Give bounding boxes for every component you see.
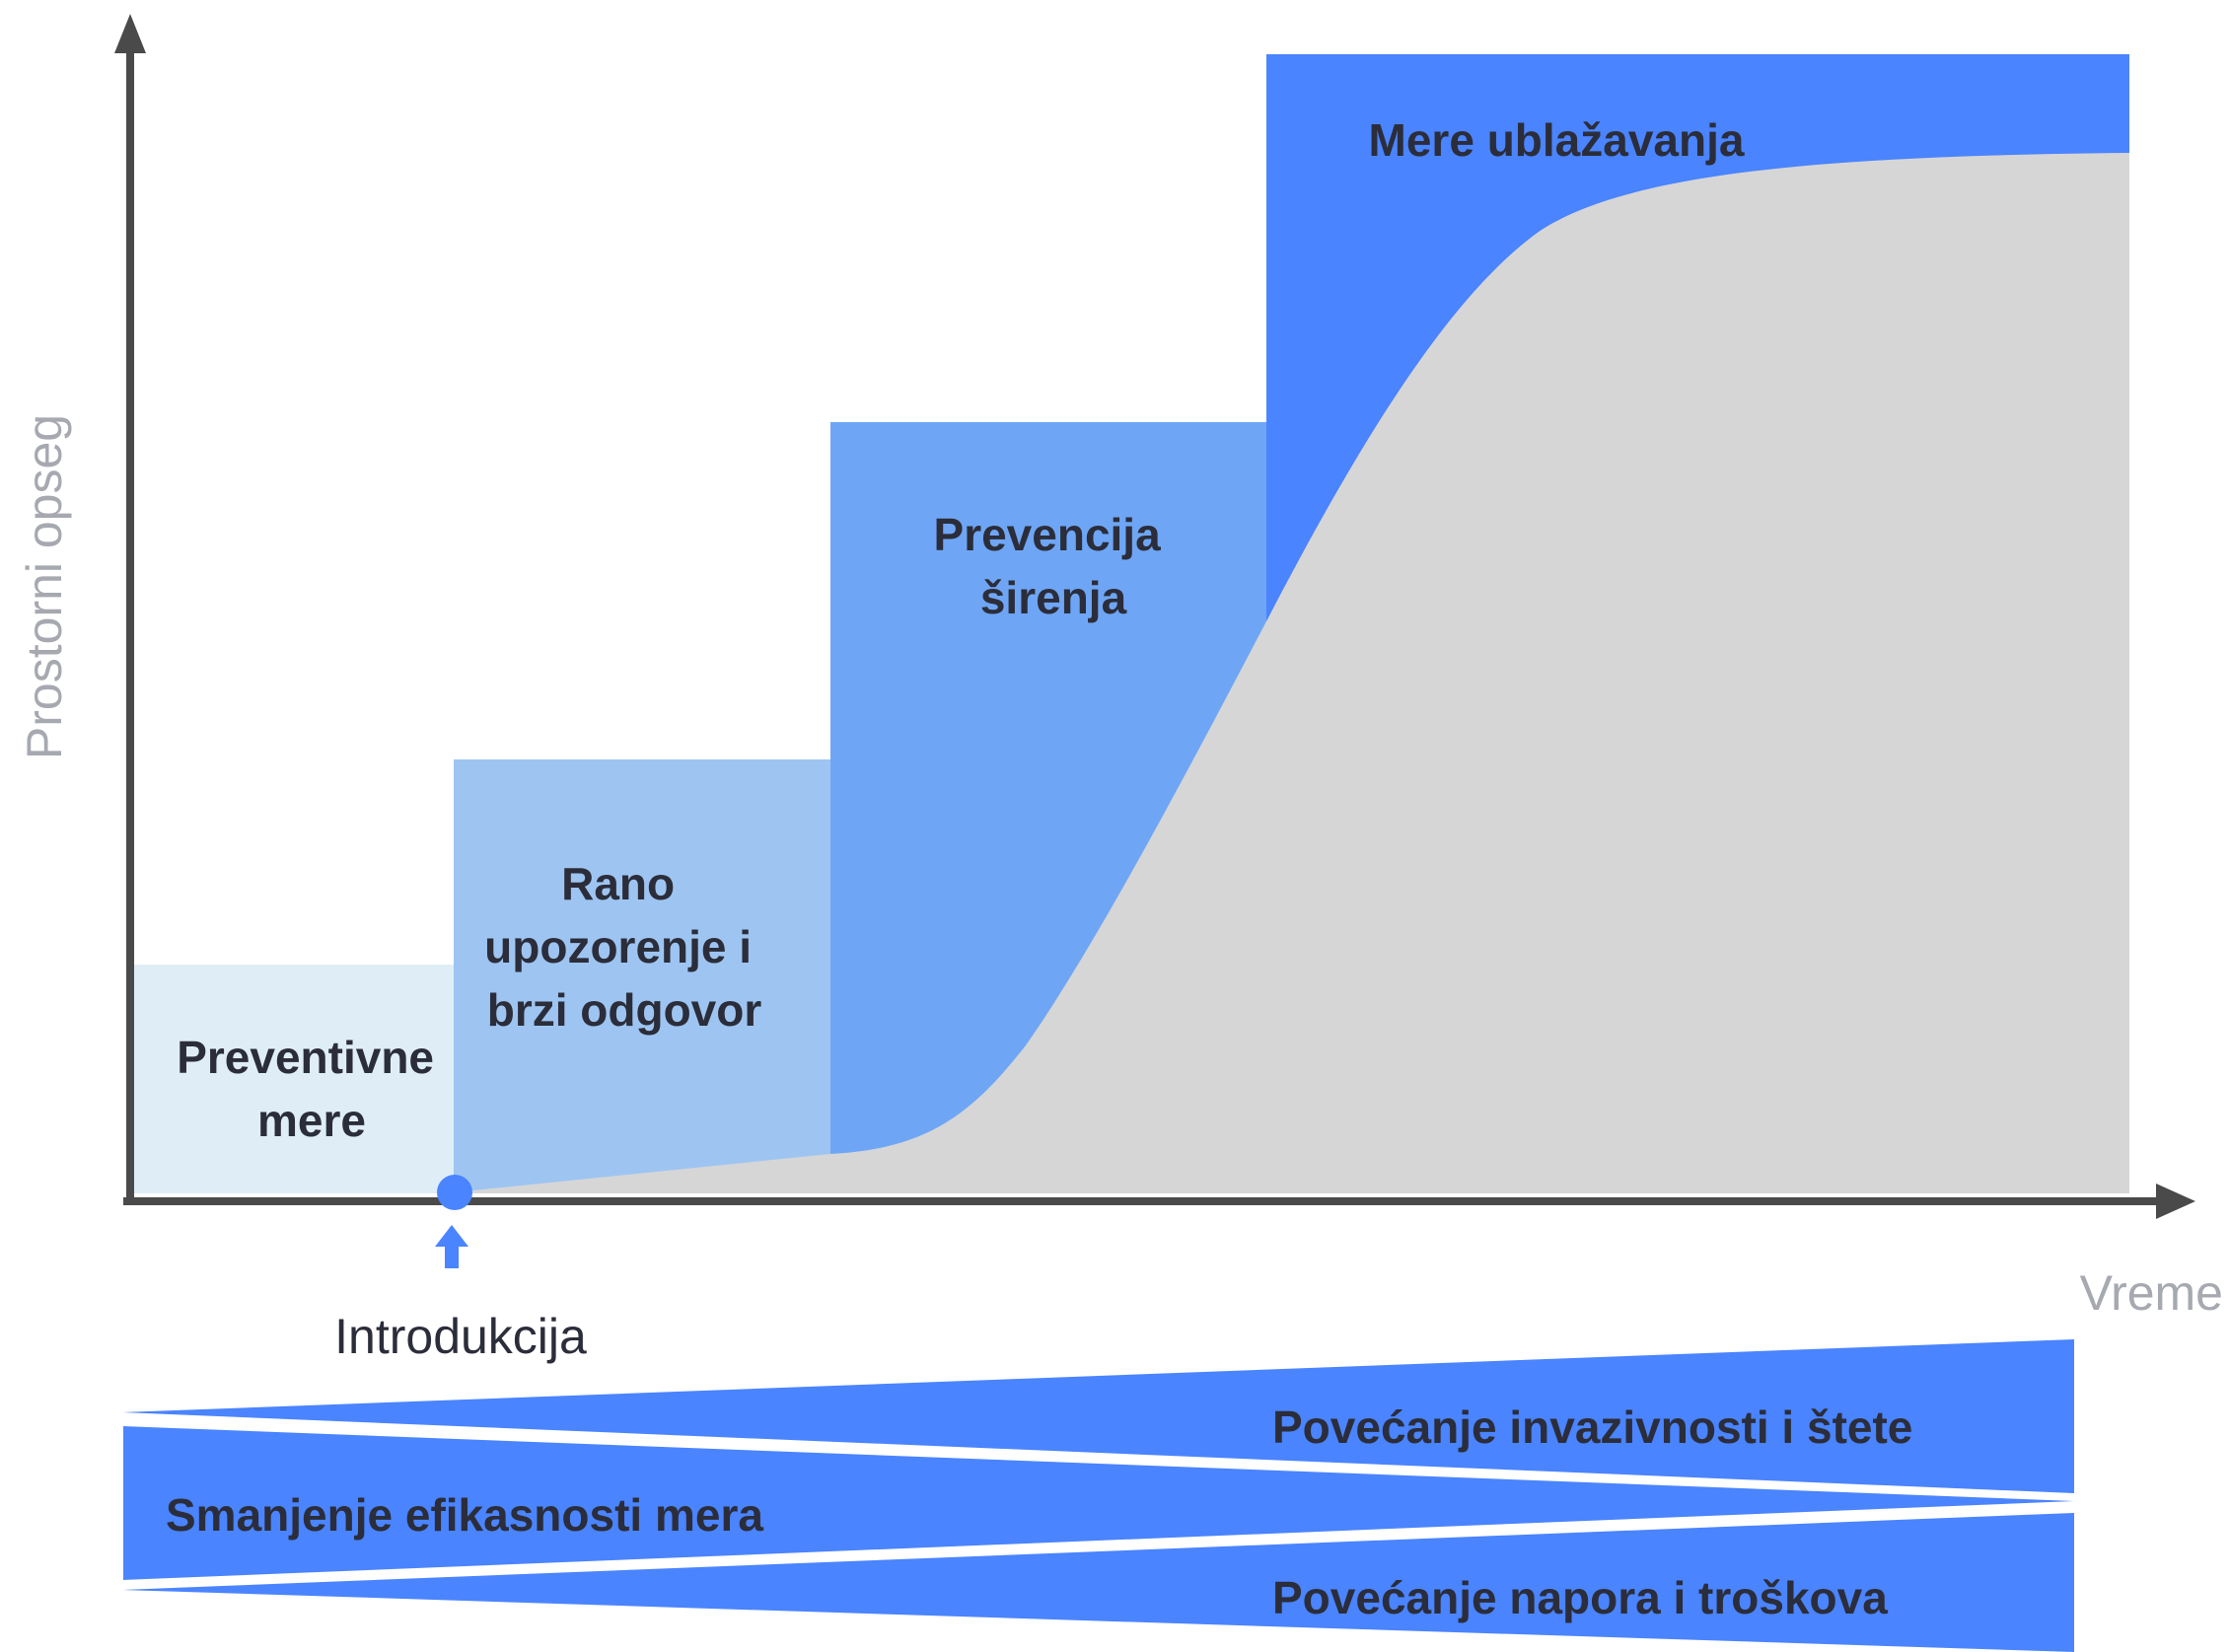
x-axis-arrowhead bbox=[2156, 1184, 2195, 1219]
stage-block-early-warning bbox=[454, 759, 830, 1193]
stage-label-spread-prevention: Prevencija širenja bbox=[934, 509, 1174, 623]
stage-label-line: Mere ublažavanja bbox=[1369, 114, 1745, 166]
stage-label-line: Rano bbox=[561, 858, 675, 909]
x-axis-label: Vreme bbox=[2080, 1265, 2223, 1321]
y-axis-label: Prostorni opseg bbox=[17, 414, 72, 759]
up-arrow-icon bbox=[435, 1225, 468, 1268]
introduction-label: Introdukcija bbox=[334, 1309, 587, 1364]
wedge-increasing-invasiveness bbox=[123, 1339, 2074, 1493]
wedge-decreasing-effectiveness bbox=[123, 1426, 2074, 1580]
introduction-point bbox=[437, 1175, 472, 1210]
stage-label-mitigation: Mere ublažavanja bbox=[1369, 114, 1745, 166]
stage-label-line: brzi odgovor bbox=[487, 984, 762, 1036]
stage-label-line: širenja bbox=[980, 572, 1127, 623]
trend-label-invasiveness: Povećanje invazivnosti i štete bbox=[1272, 1401, 1912, 1453]
stage-block-preventive bbox=[133, 965, 454, 1193]
wedge-increasing-effort-fill bbox=[123, 1513, 2074, 1652]
invasion-curve-area bbox=[464, 153, 2129, 1193]
stage-label-line: upozorenje i bbox=[484, 921, 752, 972]
trend-label-effort: Povećanje napora i troškova bbox=[1272, 1572, 1888, 1623]
y-axis-arrowhead bbox=[114, 14, 146, 53]
stage-label-preventive: Preventivne mere bbox=[177, 1032, 447, 1146]
stage-label-early-warning: Rano upozorenje i brzi odgovor bbox=[484, 858, 764, 1036]
stage-label-line: mere bbox=[257, 1095, 366, 1146]
trend-label-effectiveness: Smanjenje efikasnosti mera bbox=[166, 1489, 763, 1541]
stage-label-line: Preventivne bbox=[177, 1032, 434, 1083]
stage-label-line: Prevencija bbox=[934, 509, 1162, 560]
